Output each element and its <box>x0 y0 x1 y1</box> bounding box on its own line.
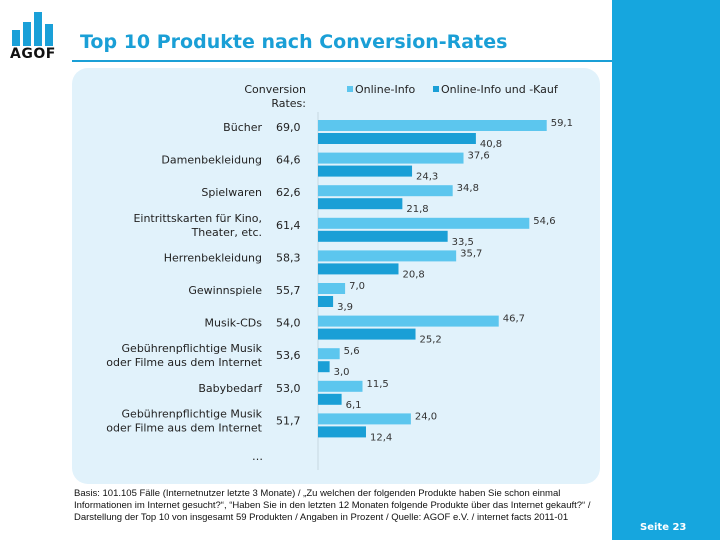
category-label: Eintrittskarten für Kino, <box>133 212 262 225</box>
data-label: 24,0 <box>415 411 437 422</box>
agof-logo: AGOF <box>10 12 62 62</box>
conversion-rate: 51,7 <box>276 414 301 427</box>
conversion-rate: 58,3 <box>276 251 301 264</box>
data-label: 33,5 <box>452 237 474 248</box>
legend-label: Online-Info <box>355 83 416 96</box>
data-label: 3,9 <box>337 302 353 313</box>
legend-swatch <box>433 86 439 92</box>
category-label: oder Filme aus dem Internet <box>106 421 262 434</box>
bar <box>318 152 464 164</box>
data-label: 54,6 <box>533 216 555 227</box>
category-label: Theater, etc. <box>191 226 262 239</box>
bar <box>318 198 403 210</box>
data-label: 20,8 <box>402 269 424 280</box>
category-label: Musik-CDs <box>205 317 263 330</box>
bar <box>318 185 453 197</box>
data-label: 37,6 <box>468 151 490 162</box>
category-label: Babybedarf <box>198 382 263 395</box>
conversion-rate: 53,6 <box>276 349 301 362</box>
rate-header: Rates: <box>271 97 306 110</box>
data-label: 3,0 <box>334 367 350 378</box>
conversion-rate: 69,0 <box>276 121 301 134</box>
category-label: oder Filme aus dem Internet <box>106 356 262 369</box>
data-label: 24,3 <box>416 172 438 183</box>
rate-header: Conversion <box>244 83 306 96</box>
category-label: Damenbekleidung <box>161 154 262 167</box>
page-title: Top 10 Produkte nach Conversion-Rates <box>80 31 508 53</box>
bar <box>318 230 448 242</box>
conversion-rate: 61,4 <box>276 219 301 232</box>
data-label: 7,0 <box>349 281 365 292</box>
legend-label: Online-Info und -Kauf <box>441 83 559 96</box>
data-label: 34,8 <box>457 183 479 194</box>
data-label: 5,6 <box>344 346 360 357</box>
data-label: 6,1 <box>346 400 362 411</box>
category-label: Gewinnspiele <box>188 284 262 297</box>
data-label: 21,8 <box>406 204 428 215</box>
bar <box>318 348 340 360</box>
ellipsis: … <box>252 450 263 463</box>
conversion-rate: 53,0 <box>276 382 301 395</box>
data-label: 35,7 <box>460 248 482 259</box>
bar <box>318 133 476 144</box>
bar <box>318 283 346 294</box>
conversion-rate: 55,7 <box>276 284 301 297</box>
category-label: Gebührenpflichtige Musik <box>122 342 263 355</box>
conversion-rate: 62,6 <box>276 186 301 199</box>
data-label: 11,5 <box>367 379 389 390</box>
bar <box>318 217 530 229</box>
title-divider <box>72 60 612 62</box>
page-number: Seite 23 <box>640 522 687 533</box>
data-label: 46,7 <box>503 314 525 325</box>
bar <box>318 165 413 177</box>
sidebar-band <box>612 0 720 540</box>
legend-swatch <box>347 86 353 92</box>
conversion-rate: 64,6 <box>276 154 301 167</box>
category-label: Herrenbekleidung <box>164 251 262 264</box>
category-label: Spielwaren <box>201 186 262 199</box>
bar <box>318 328 416 340</box>
data-label: 12,4 <box>370 432 392 443</box>
bar <box>318 296 334 307</box>
conversion-rate: 54,0 <box>276 317 301 330</box>
category-label: Bücher <box>223 121 262 134</box>
bar <box>318 413 411 425</box>
bar <box>318 120 547 131</box>
data-label: 25,2 <box>420 335 442 346</box>
data-label: 40,8 <box>480 139 502 150</box>
bar <box>318 250 457 262</box>
bar <box>318 315 499 327</box>
footnote: Basis: 101.105 Fälle (Internetnutzer let… <box>74 488 591 523</box>
bar <box>318 393 342 405</box>
bar <box>318 361 330 373</box>
bar <box>318 380 363 392</box>
data-label: 59,1 <box>551 118 573 129</box>
bar <box>318 426 366 438</box>
bar <box>318 263 399 275</box>
category-label: Gebührenpflichtige Musik <box>122 407 263 420</box>
